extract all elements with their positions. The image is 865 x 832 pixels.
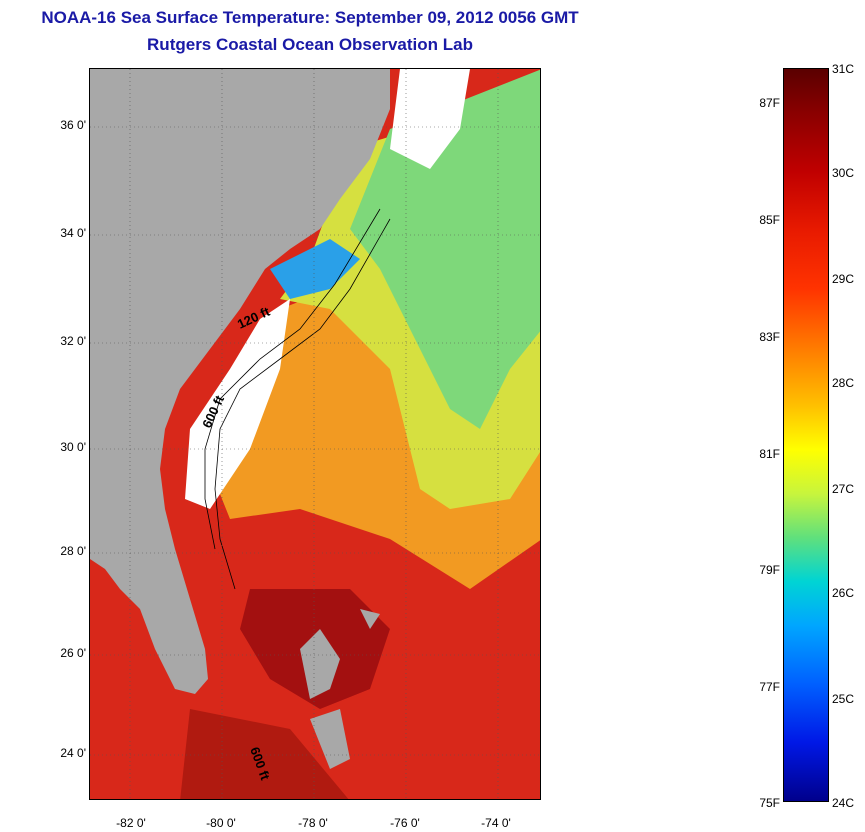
- lat-label-32: 32 0': [60, 334, 86, 348]
- ocean-cooler-band: [350, 69, 540, 429]
- sst-map: 120 ft 600 ft 600 ft: [89, 68, 541, 800]
- cloud-cover-north: [390, 69, 470, 169]
- isobath-line: [204, 208, 381, 550]
- lat-label-34: 34 0': [60, 226, 86, 240]
- colorbar-c-31: 31C: [832, 62, 855, 76]
- map-grid: [90, 69, 540, 799]
- sst-map-image: 120 ft 600 ft 600 ft: [90, 69, 540, 799]
- colorbar-f-81: 81F: [759, 447, 780, 461]
- colorbar-c-26: 26C: [832, 586, 855, 600]
- lat-label-36: 36 0': [60, 118, 86, 132]
- colorbar-c-24: 24C: [832, 796, 855, 810]
- coastal-cool-water: [270, 239, 360, 299]
- lon-label-76: -76 0': [390, 816, 420, 830]
- lat-label-24: 24 0': [60, 746, 86, 760]
- lat-label-30: 30 0': [60, 440, 86, 454]
- colorbar-f-83: 83F: [759, 330, 780, 344]
- colorbar-f-79: 79F: [759, 563, 780, 577]
- colorbar-f-75: 75F: [759, 796, 780, 810]
- lat-label-28: 28 0': [60, 544, 86, 558]
- lon-label-78: -78 0': [298, 816, 328, 830]
- colorbar-c-28: 28C: [832, 376, 855, 390]
- colorbar-c-29: 29C: [832, 272, 855, 286]
- straits-warm-water: [180, 709, 349, 799]
- lon-label-82: -82 0': [116, 816, 146, 830]
- land-mass: [90, 69, 390, 694]
- temperature-colorbar: [783, 68, 829, 802]
- lon-label-80: -80 0': [206, 816, 236, 830]
- island: [360, 609, 380, 629]
- colorbar-c-30: 30C: [832, 166, 855, 180]
- island: [300, 629, 340, 699]
- colorbar-f-85: 85F: [759, 213, 780, 227]
- lat-label-26: 26 0': [60, 646, 86, 660]
- colorbar-c-25: 25C: [832, 692, 855, 706]
- colorbar-f-87: 87F: [759, 96, 780, 110]
- isobath-line: [214, 218, 391, 590]
- island: [310, 709, 350, 769]
- cloud-cover: [185, 299, 290, 509]
- colorbar-c-27: 27C: [832, 482, 855, 496]
- gulf-water: [90, 599, 120, 729]
- page-subtitle: Rutgers Coastal Ocean Observation Lab: [147, 35, 473, 54]
- colorbar-f-77: 77F: [759, 680, 780, 694]
- page-title: NOAA-16 Sea Surface Temperature: Septemb…: [41, 8, 579, 27]
- lon-label-74: -74 0': [481, 816, 511, 830]
